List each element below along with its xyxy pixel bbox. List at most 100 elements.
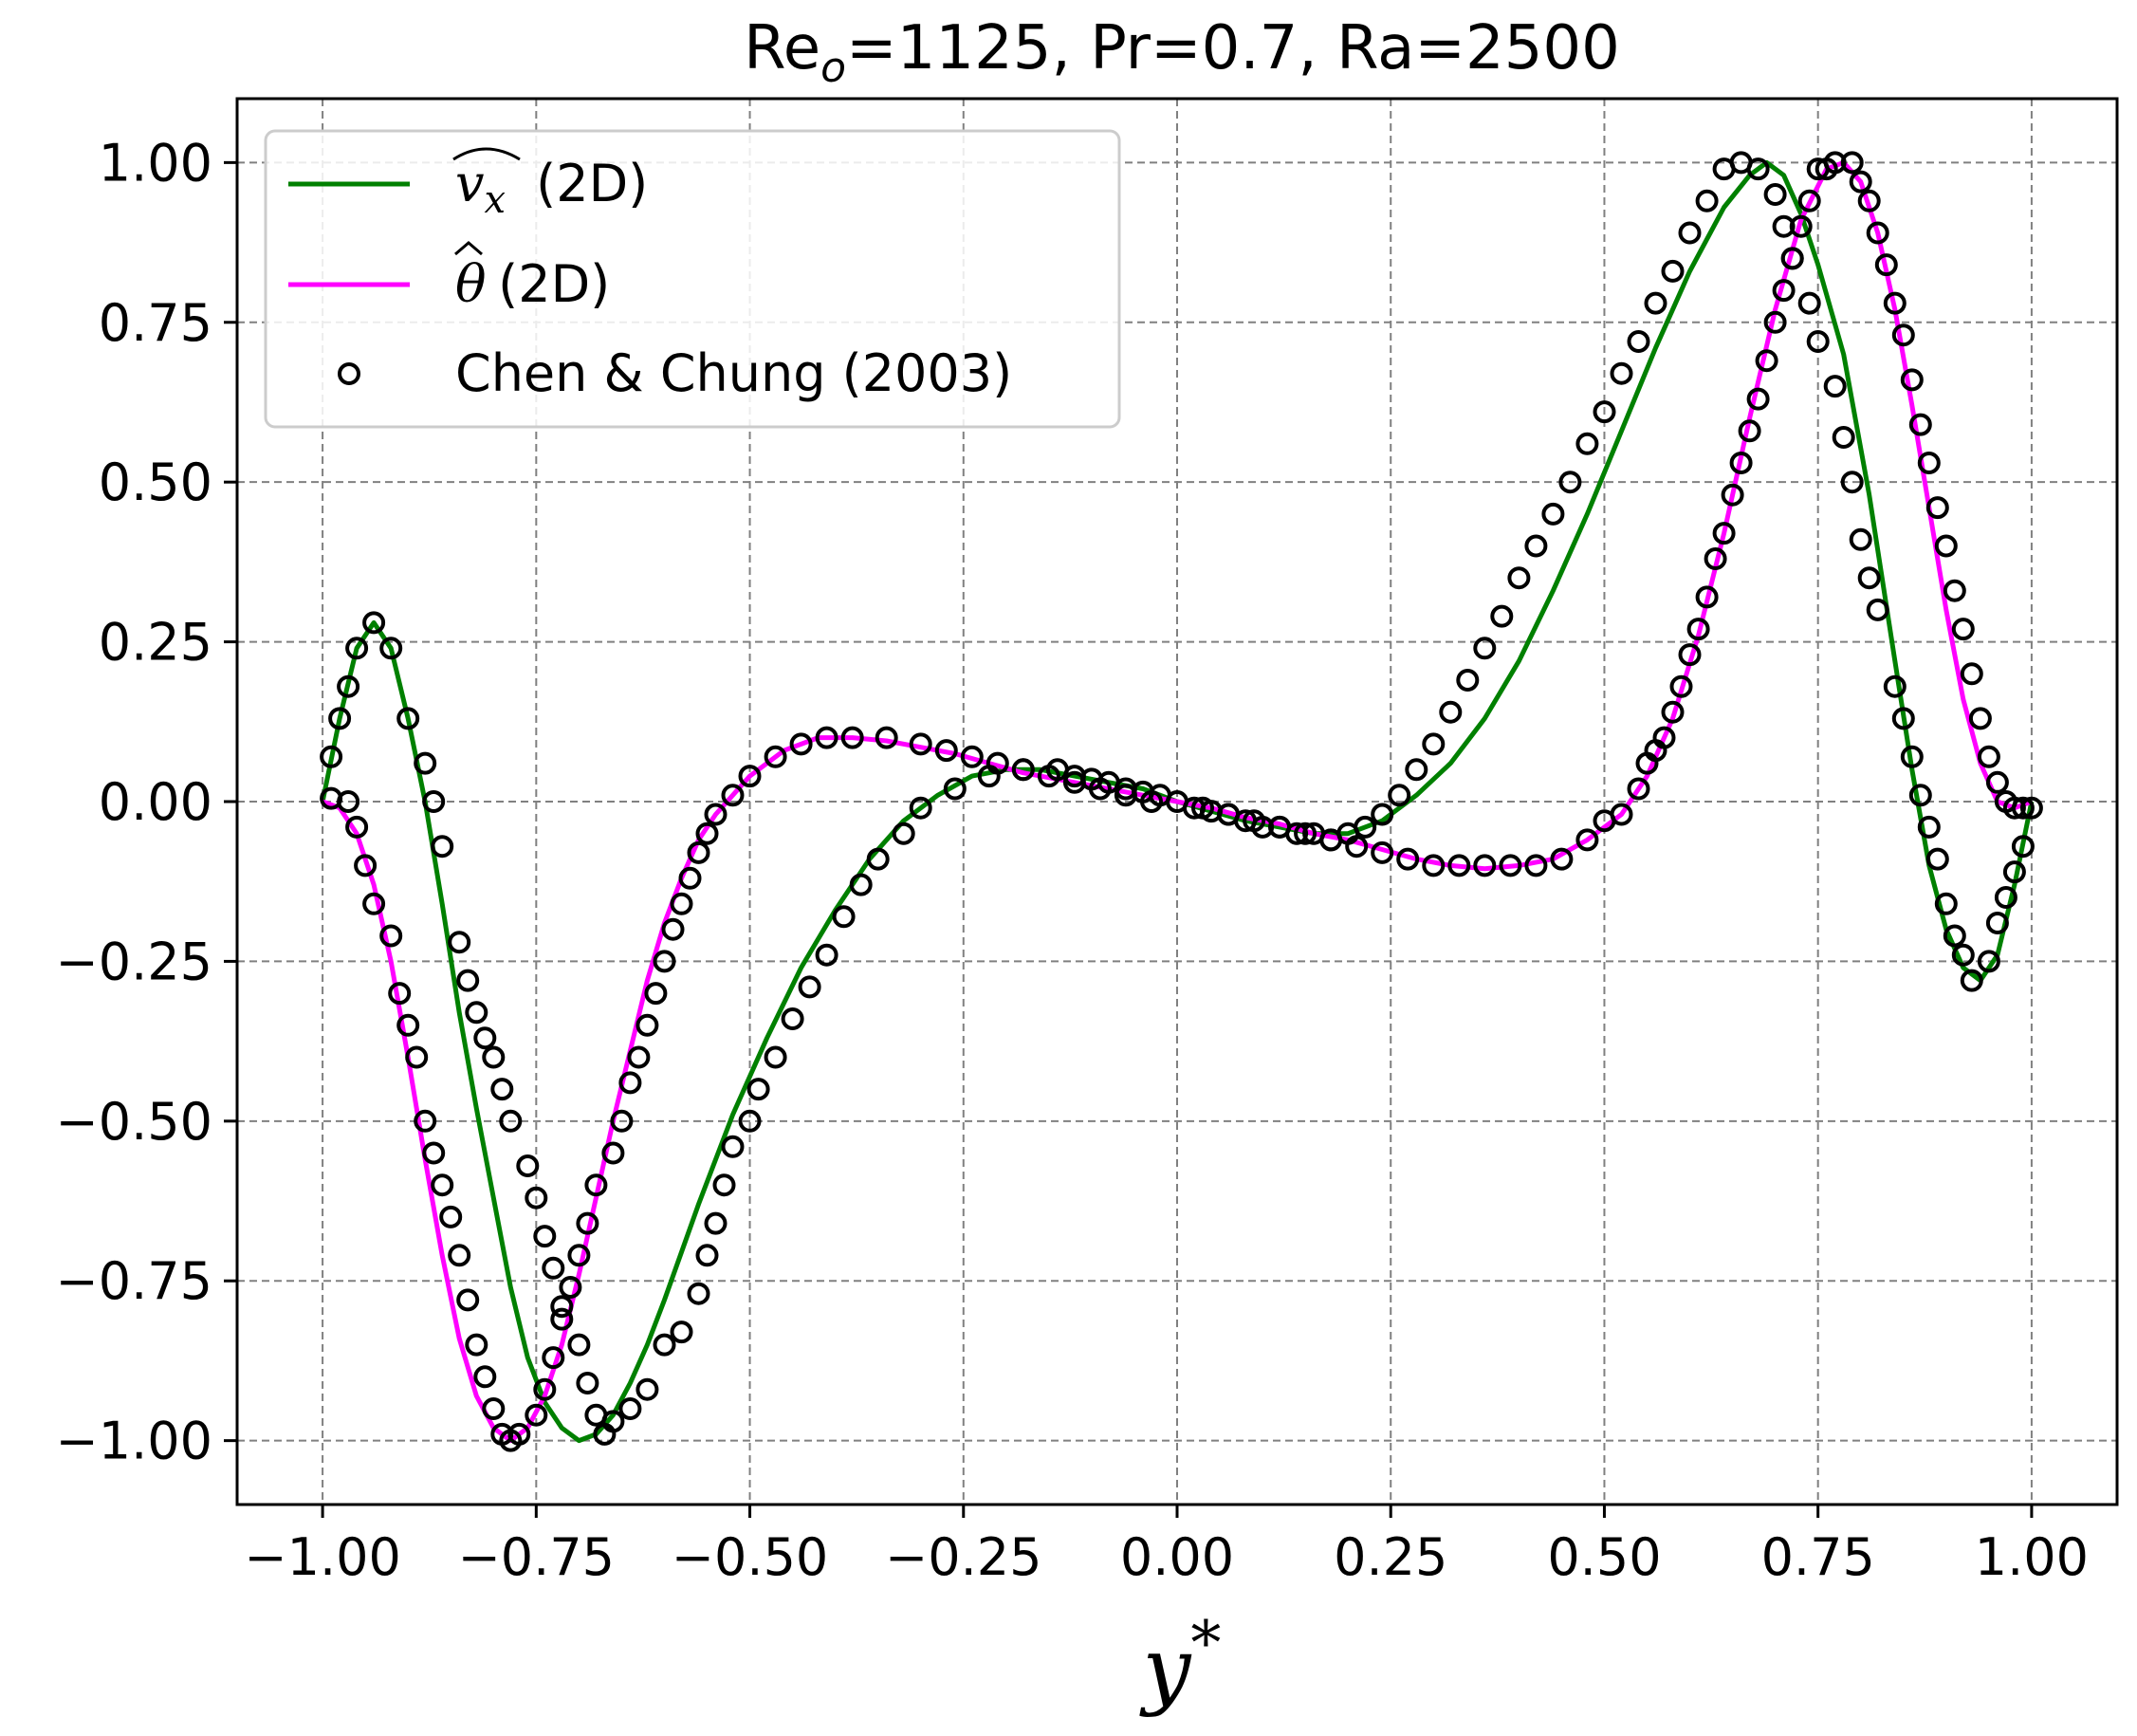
data-point-marker (431, 1173, 454, 1197)
x-tick-label: 0.75 (1761, 1527, 1875, 1587)
x-tick-label: 0.00 (1120, 1527, 1234, 1587)
legend-item-theta: θ (2D) (288, 241, 610, 314)
x-axis-label: y* (1139, 1609, 1222, 1719)
data-point-marker (1866, 598, 1889, 621)
data-point-marker (422, 790, 446, 813)
data-point-marker (1763, 183, 1787, 206)
data-point-marker (1960, 662, 1983, 686)
data-point-marker (687, 840, 710, 864)
data-point-marker (1891, 707, 1915, 730)
data-point-marker (473, 1365, 497, 1389)
data-point-marker (1857, 189, 1881, 212)
data-point-marker (456, 969, 480, 992)
data-point-marker (1746, 157, 1770, 181)
x-tick-label: −1.00 (244, 1527, 400, 1587)
data-point-marker (1925, 496, 1949, 520)
data-point-marker (1840, 151, 1864, 175)
data-point-marker (1763, 310, 1787, 334)
data-point-marker (704, 803, 728, 826)
data-point-marker (670, 1320, 693, 1344)
data-point-marker (687, 1282, 710, 1305)
data-point-marker (1772, 279, 1796, 303)
data-point-marker (1840, 471, 1864, 494)
data-point-marker (1627, 777, 1650, 801)
data-point-marker (1797, 189, 1821, 212)
data-point-marker (789, 732, 813, 756)
data-point-marker (1439, 700, 1463, 724)
data-point-marker (1738, 419, 1761, 443)
data-point-marker (1354, 815, 1377, 839)
data-point-marker (379, 924, 403, 948)
data-point-marker (1917, 815, 1941, 839)
data-point-marker (465, 1001, 488, 1025)
data-point-marker (1832, 426, 1855, 449)
data-point-marker (1456, 669, 1480, 692)
data-point-marker (798, 975, 821, 999)
data-point-marker (320, 745, 343, 768)
y-tick-label: 1.00 (99, 133, 212, 193)
data-point-marker (396, 707, 420, 730)
data-point-marker (396, 1013, 420, 1037)
data-point-marker (439, 1205, 463, 1228)
data-point-marker (1908, 413, 1932, 436)
data-point-marker (405, 1045, 429, 1069)
data-point-marker (345, 815, 369, 839)
data-point-marker (1558, 471, 1582, 494)
data-point-marker (1447, 854, 1471, 877)
data-point-marker (1908, 784, 1932, 807)
legend-item-chen-chung: Chen & Chung (2003) (338, 343, 1012, 403)
legend-item-vx: vx (2D) (288, 147, 648, 222)
data-point-marker (584, 1173, 608, 1197)
data-point-marker (379, 637, 403, 660)
legend-hat-theta (454, 241, 483, 256)
data-point-marker (567, 1244, 591, 1267)
data-point-marker (618, 1071, 642, 1095)
data-point-marker (1917, 452, 1941, 474)
data-point-marker (618, 1397, 642, 1420)
chart-title: Reo=1125, Pr=0.7, Ra=2500 (744, 13, 1620, 92)
data-point-marker (764, 745, 787, 768)
data-point-marker (1951, 943, 1975, 967)
data-point-marker (388, 982, 412, 1006)
legend-label-vx-var: vx (455, 154, 506, 222)
legend: vx (2D) θ (2D) Chen & Chung (2003) (264, 129, 1121, 429)
data-point-marker (345, 637, 369, 660)
data-point-marker (1473, 637, 1497, 660)
data-point-marker (738, 765, 762, 788)
data-point-marker (1610, 803, 1633, 826)
data-point-marker (1550, 847, 1574, 871)
data-point-marker (2011, 796, 2035, 820)
data-point-marker (601, 1410, 625, 1433)
x-tick-label: −0.50 (672, 1527, 828, 1587)
data-point-marker (1900, 368, 1924, 392)
data-point-marker (644, 982, 668, 1006)
data-point-marker (448, 1244, 471, 1267)
data-point-marker (1268, 815, 1292, 839)
data-point-marker (1891, 323, 1915, 347)
data-point-marker (1695, 585, 1719, 609)
data-point-marker (516, 1154, 540, 1177)
data-point-marker (1934, 534, 1958, 558)
legend-label-theta-var: θ (455, 254, 487, 314)
data-point-marker (1405, 758, 1428, 782)
data-point-marker (1388, 784, 1411, 807)
x-tick-label: −0.75 (458, 1527, 615, 1587)
data-point-marker (1883, 291, 1907, 315)
data-point-marker (721, 1135, 745, 1158)
data-point-marker (1473, 854, 1497, 877)
data-point-marker (576, 1372, 599, 1394)
data-point-marker (1968, 707, 1992, 730)
data-point-marker (909, 732, 932, 756)
data-point-marker (986, 751, 1009, 775)
data-point-marker (456, 1288, 480, 1312)
legend-label-chen-chung: Chen & Chung (2003) (455, 343, 1012, 403)
data-point-marker (704, 1211, 728, 1235)
y-tick-label: −0.75 (56, 1251, 212, 1311)
data-point-marker (1507, 566, 1531, 590)
data-point-marker (678, 866, 702, 890)
legend-box (264, 129, 1121, 429)
data-point-marker (431, 835, 454, 859)
data-point-marker (943, 777, 967, 801)
data-point-marker (507, 1422, 531, 1446)
data-point-marker (362, 611, 386, 635)
